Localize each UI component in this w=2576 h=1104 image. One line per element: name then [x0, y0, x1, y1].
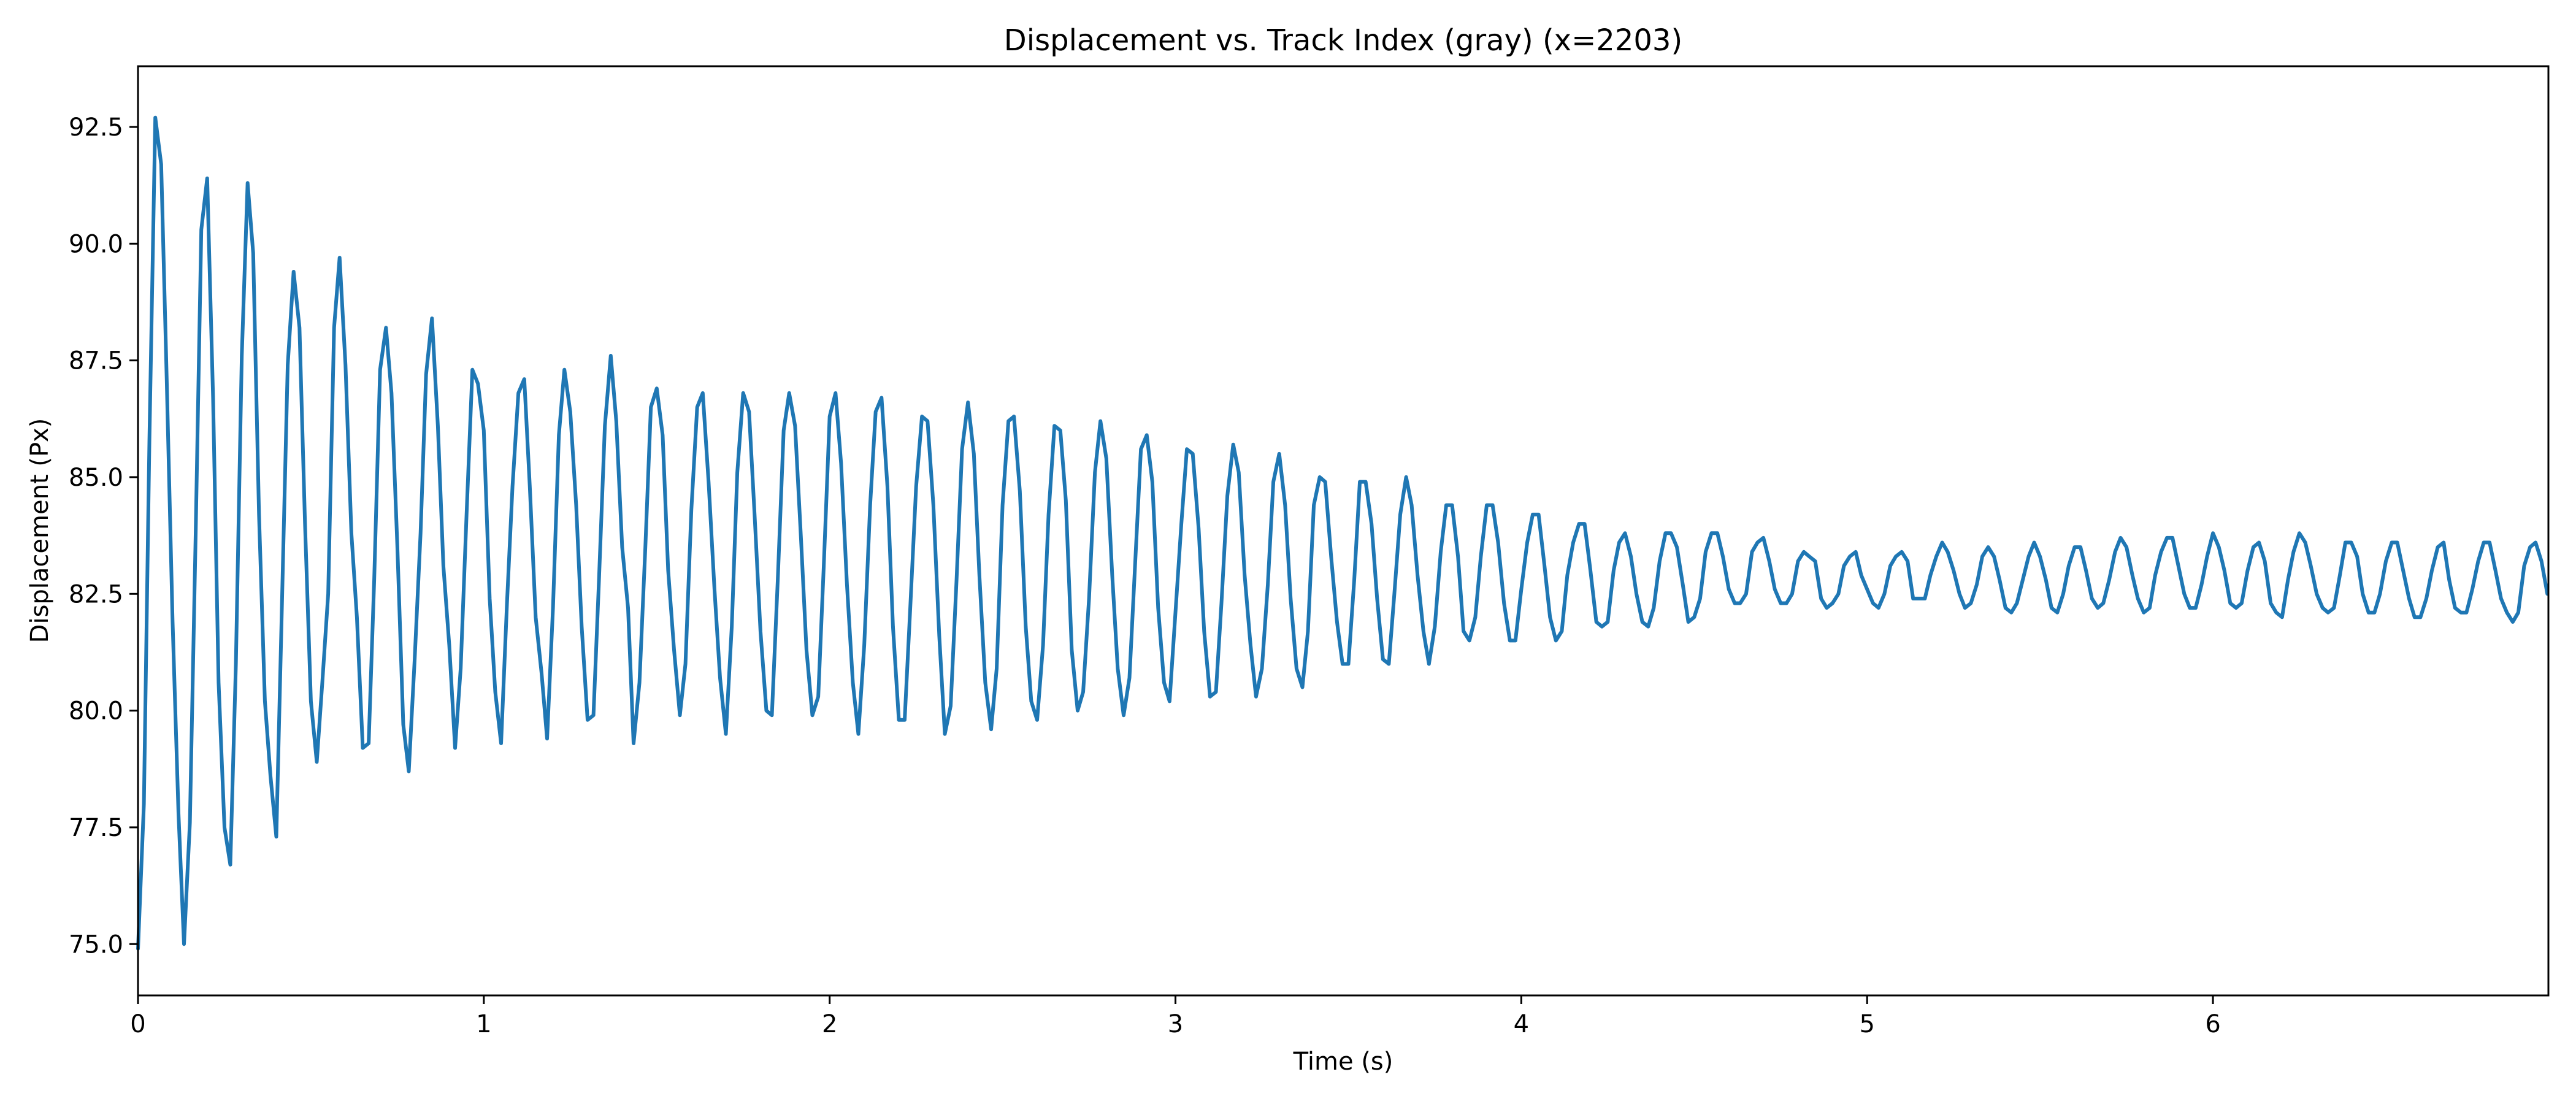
y-tick-label: 82.5	[69, 580, 123, 608]
x-axis: 0 1 2 3 4 5 6	[130, 995, 2221, 1038]
y-tick-label: 90.0	[69, 230, 123, 258]
series-line-0	[136, 115, 2550, 951]
y-tick-label: 75.0	[69, 930, 123, 959]
axes-frame	[137, 65, 2550, 997]
y-tick-label: 77.5	[69, 814, 123, 842]
y-tick-label: 87.5	[69, 347, 123, 375]
chart-title: Displacement vs. Track Index (gray) (x=2…	[1004, 23, 1682, 58]
y-tick-label: 85.0	[69, 464, 123, 492]
x-tick-label: 2	[822, 1010, 837, 1038]
x-axis-label: Time (s)	[1293, 1048, 1393, 1076]
y-axis: 75.0 77.5 80.0 82.5 85.0 87.5 90.0 92.5	[69, 113, 138, 959]
x-tick-label: 4	[1514, 1010, 1529, 1038]
x-tick-label: 1	[476, 1010, 491, 1038]
x-tick-label: 0	[130, 1010, 145, 1038]
y-axis-label: Displacement (Px)	[26, 418, 54, 643]
x-tick-label: 6	[2205, 1010, 2220, 1038]
x-tick-label: 5	[1859, 1010, 1874, 1038]
x-tick-label: 3	[1168, 1010, 1183, 1038]
y-tick-label: 92.5	[69, 113, 123, 142]
y-tick-label: 80.0	[69, 697, 123, 726]
plot-area	[136, 115, 2550, 951]
